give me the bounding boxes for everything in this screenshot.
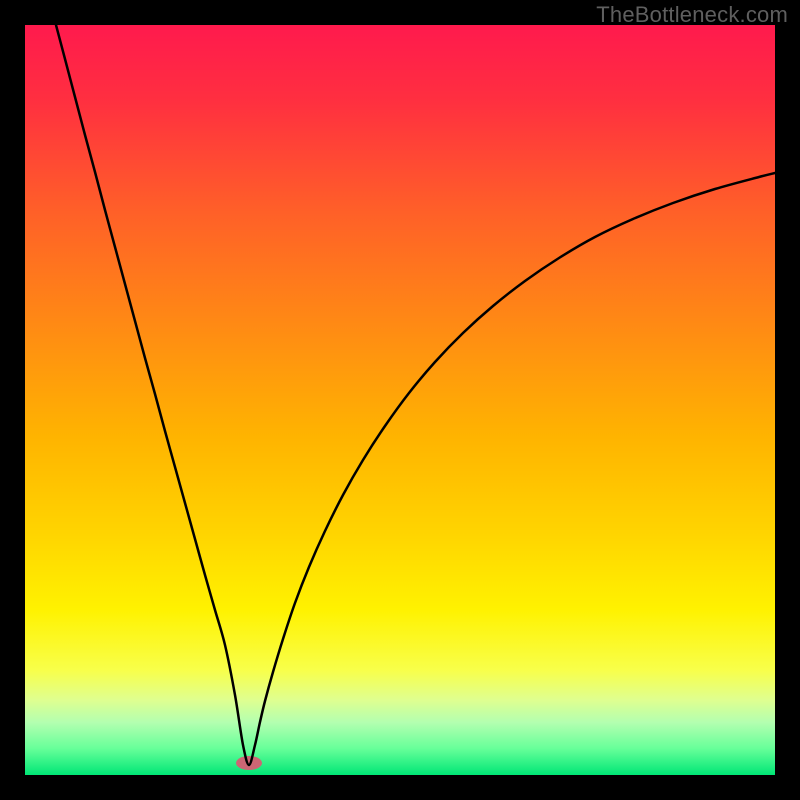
min-point-marker (236, 756, 262, 770)
chart-frame: TheBottleneck.com (0, 0, 800, 800)
chart-plot (25, 25, 775, 775)
plot-background (25, 25, 775, 775)
